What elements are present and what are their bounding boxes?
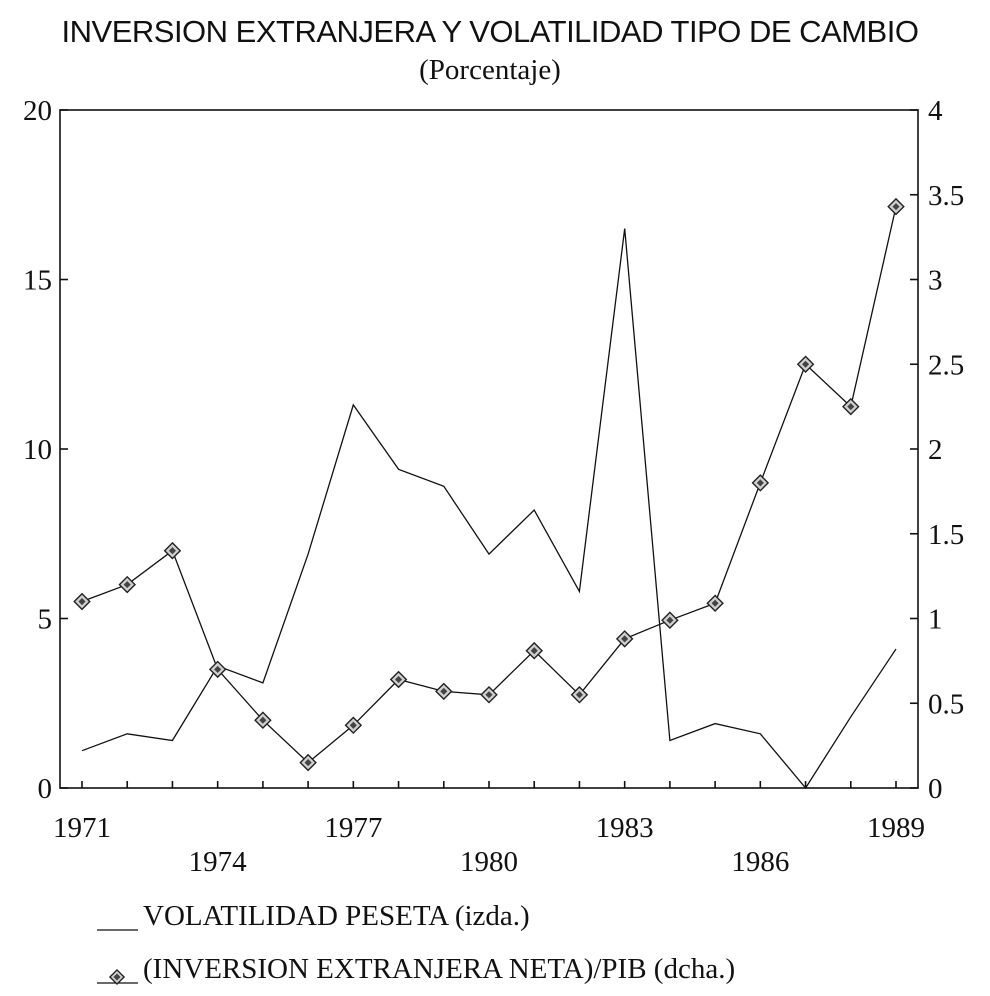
- data-point: [751, 474, 770, 492]
- data-point: [570, 686, 589, 704]
- x-tick-label: 1980: [460, 846, 518, 878]
- x-tick-label: 1977: [324, 812, 382, 844]
- series-line-0: [81, 228, 897, 790]
- right-axis-ticks: 0 0.5 1 1.5 2 2.5 3 3.5 4: [910, 95, 964, 805]
- data-point: [254, 711, 272, 729]
- data-point: [842, 397, 860, 416]
- x-tick-label: 1989: [867, 812, 925, 844]
- chart-subtitle: (Porcentaje): [419, 54, 561, 86]
- chart-title: INVERSION EXTRANJERA Y VOLATILIDAD TIPO …: [62, 14, 919, 49]
- data-point: [887, 197, 905, 216]
- x-axis-ticks: 1971 1977 1983 1989 1974 1980 1986: [53, 781, 925, 878]
- series-line-1: [81, 206, 897, 764]
- x-tick-label: 1986: [731, 846, 789, 878]
- left-tick-label: 10: [23, 434, 52, 466]
- data-point: [661, 611, 679, 629]
- series-layer: [73, 197, 905, 790]
- legend-label-inversion: (INVERSION EXTRANJERA NETA)/PIB (dcha.): [143, 953, 735, 985]
- right-tick-label: 0: [928, 773, 943, 805]
- x-tick-label: 1974: [189, 846, 248, 878]
- data-point: [208, 660, 227, 679]
- data-point: [615, 630, 634, 648]
- x-tick-label: 1971: [53, 812, 111, 844]
- right-tick-label: 1.5: [928, 519, 964, 551]
- data-point: [389, 670, 408, 689]
- data-point: [344, 716, 363, 735]
- right-tick-label: 4: [928, 95, 943, 127]
- left-tick-label: 20: [23, 95, 52, 127]
- data-point: [118, 575, 136, 594]
- left-axis-ticks: 0 5 10 15 20: [23, 95, 68, 805]
- right-tick-label: 2.5: [928, 349, 964, 381]
- right-tick-label: 3: [928, 265, 943, 297]
- data-point: [706, 594, 724, 613]
- legend-marker-inversion: [108, 968, 126, 986]
- data-point: [796, 355, 815, 374]
- data-point: [299, 753, 317, 772]
- data-point: [435, 682, 453, 701]
- right-tick-label: 1: [928, 604, 943, 636]
- legend-label-volatilidad: VOLATILIDAD PESETA (izda.): [143, 900, 530, 932]
- left-tick-label: 5: [38, 604, 53, 636]
- data-point: [525, 641, 543, 660]
- right-tick-label: 2: [928, 434, 943, 466]
- left-tick-label: 0: [38, 773, 53, 805]
- data-point: [163, 541, 182, 560]
- left-tick-label: 15: [23, 265, 52, 297]
- right-tick-label: 0.5: [928, 688, 964, 720]
- legend: VOLATILIDAD PESETA (izda.) (INVERSION EX…: [97, 900, 735, 986]
- data-point: [480, 686, 498, 704]
- data-point: [73, 592, 91, 611]
- x-tick-label: 1983: [596, 812, 654, 844]
- right-tick-label: 3.5: [928, 180, 964, 212]
